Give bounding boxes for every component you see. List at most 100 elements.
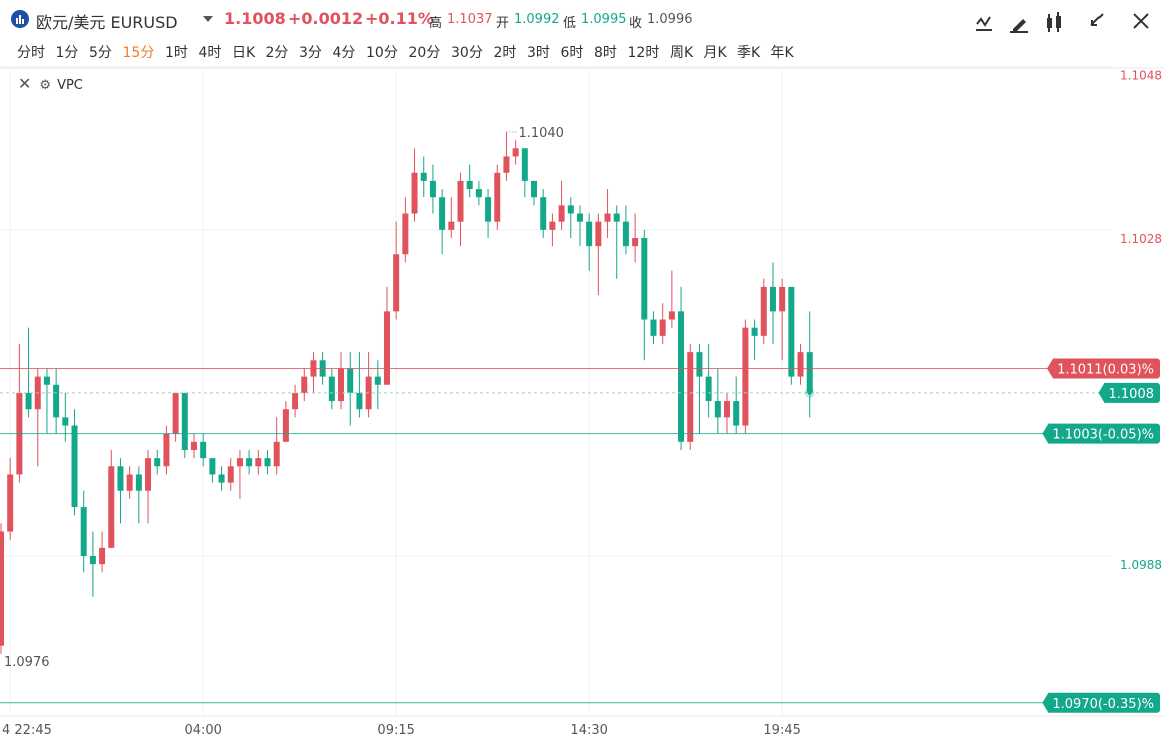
- current-price-tag-box: [1098, 382, 1160, 403]
- candle-body: [604, 213, 611, 222]
- timeframe-tab[interactable]: 分时: [17, 45, 45, 61]
- candle-body: [439, 197, 446, 230]
- symbol-icon: [11, 10, 29, 28]
- timeframe-tab[interactable]: 1时: [165, 45, 188, 61]
- price: 1.1008: [224, 9, 286, 28]
- candle-body: [797, 352, 804, 377]
- price-tag-box: [1047, 358, 1160, 379]
- candle-body: [117, 466, 124, 491]
- stat-value: 1.0995: [581, 12, 627, 27]
- stat-label: 收: [629, 16, 643, 31]
- dropdown-caret[interactable]: [203, 16, 213, 22]
- timeframe-tab[interactable]: 8时: [594, 45, 617, 61]
- candle-body: [512, 148, 519, 157]
- candle-body: [466, 180, 473, 190]
- candle-body: [43, 376, 50, 385]
- settings-icon[interactable]: ⚙: [39, 78, 52, 93]
- candle-body: [586, 221, 593, 247]
- candle-body: [89, 555, 96, 565]
- timeframe-tab[interactable]: 20分: [408, 45, 441, 61]
- timeframe-tab[interactable]: 季K: [737, 45, 761, 61]
- price-tag: 1.1003(-0.05)%: [1042, 423, 1160, 444]
- timeframe-bar: 分时 1分 5分 15分 1时 4时 日K 2分 3分 4分 10分 20分 30分 2时 3时 6时 8时 12…: [0, 38, 1165, 66]
- price-tag-text: 1.1011(0.03)%: [1057, 362, 1154, 377]
- candle-body: [374, 376, 381, 385]
- timeframe-tab[interactable]: 3时: [527, 45, 550, 61]
- timeframe-tab[interactable]: 15分: [122, 45, 155, 61]
- timeframe-tab[interactable]: 2分: [265, 45, 289, 61]
- price-tag-text: 1.1003(-0.05)%: [1052, 428, 1154, 443]
- timeframe-tab[interactable]: 年K: [770, 45, 794, 61]
- candle-body: [503, 156, 510, 173]
- candle-body: [769, 286, 776, 312]
- candle-body: [7, 474, 14, 532]
- indicator-row: ✕ ⚙ VPC: [18, 74, 83, 93]
- candle-body: [236, 458, 243, 467]
- candle-body: [292, 392, 299, 410]
- candle-body: [650, 319, 657, 336]
- close-icon[interactable]: ✕: [18, 74, 32, 93]
- candle-body: [356, 392, 363, 410]
- candle-body: [145, 458, 152, 491]
- candle-body: [0, 531, 4, 646]
- timeframe-tab[interactable]: 10分: [366, 45, 398, 61]
- candle-body: [25, 392, 32, 410]
- candle-body: [549, 221, 556, 230]
- candle-body: [724, 401, 731, 418]
- candle-body: [108, 466, 115, 548]
- candle-body: [62, 417, 69, 426]
- candle-body: [540, 197, 547, 230]
- candle-body: [485, 197, 492, 222]
- header: 欧元/美元 EURUSD 1.1008 +0.0012 +0.11% 高 1.1…: [0, 0, 1165, 38]
- price-tag-text: 1.0970(-0.35)%: [1052, 697, 1154, 712]
- stat-value: 1.0996: [647, 12, 693, 27]
- candle-body: [227, 466, 234, 483]
- candle-body: [806, 352, 813, 393]
- timeframe-tab[interactable]: 3分: [299, 45, 322, 61]
- candle-body: [733, 401, 740, 426]
- timeframe-tab[interactable]: 2时: [493, 45, 517, 61]
- candle-body: [80, 507, 87, 556]
- candle-body: [779, 286, 786, 312]
- stat-value: 1.0992: [514, 12, 560, 27]
- y-tick-label: 1.1048: [1120, 69, 1162, 83]
- timeframe-tab[interactable]: 4分: [332, 45, 356, 61]
- candle-body: [338, 368, 345, 402]
- current-price-tag: 1.1008: [1098, 382, 1160, 403]
- annotation-label: 1.0976: [4, 655, 50, 670]
- candle-body: [678, 311, 685, 442]
- candle-body: [209, 458, 216, 475]
- timeframe-tab[interactable]: 30分: [451, 45, 483, 61]
- candle-body: [457, 180, 464, 222]
- candle-body: [402, 213, 409, 255]
- candle-body: [411, 172, 418, 214]
- x-tick-label: 19:45: [763, 723, 800, 738]
- candle-body: [521, 148, 528, 181]
- x-tick-label: 04:00: [184, 723, 221, 738]
- timeframe-tab[interactable]: 5分: [89, 45, 112, 61]
- candle-body: [788, 286, 795, 377]
- candle-body: [218, 474, 225, 483]
- timeframe-tab[interactable]: 周K: [670, 45, 694, 61]
- timeframe-tab[interactable]: 日K: [232, 45, 256, 61]
- timeframe-tab[interactable]: 12时: [627, 45, 660, 61]
- y-tick-label: 1.0988: [1120, 558, 1162, 572]
- change-pct: +0.11%: [365, 9, 434, 28]
- timeframe-tab[interactable]: 月K: [703, 45, 727, 61]
- candle-body: [567, 205, 574, 214]
- candle-body: [696, 352, 703, 377]
- timeframe-tab[interactable]: 4时: [198, 45, 222, 61]
- candle-body: [301, 376, 308, 393]
- toolbar[interactable]: [972, 10, 1162, 36]
- symbol-name[interactable]: 欧元/美元 EURUSD: [36, 13, 178, 32]
- candle-body: [558, 205, 565, 222]
- timeframe-tab[interactable]: 6时: [560, 45, 584, 61]
- timeframe-tab[interactable]: 1分: [55, 45, 79, 61]
- candle-body: [154, 458, 161, 467]
- candle-body: [126, 474, 133, 491]
- price-tag-box: [1042, 692, 1160, 713]
- indicator-name: VPC: [57, 78, 83, 93]
- candle-body: [163, 433, 170, 467]
